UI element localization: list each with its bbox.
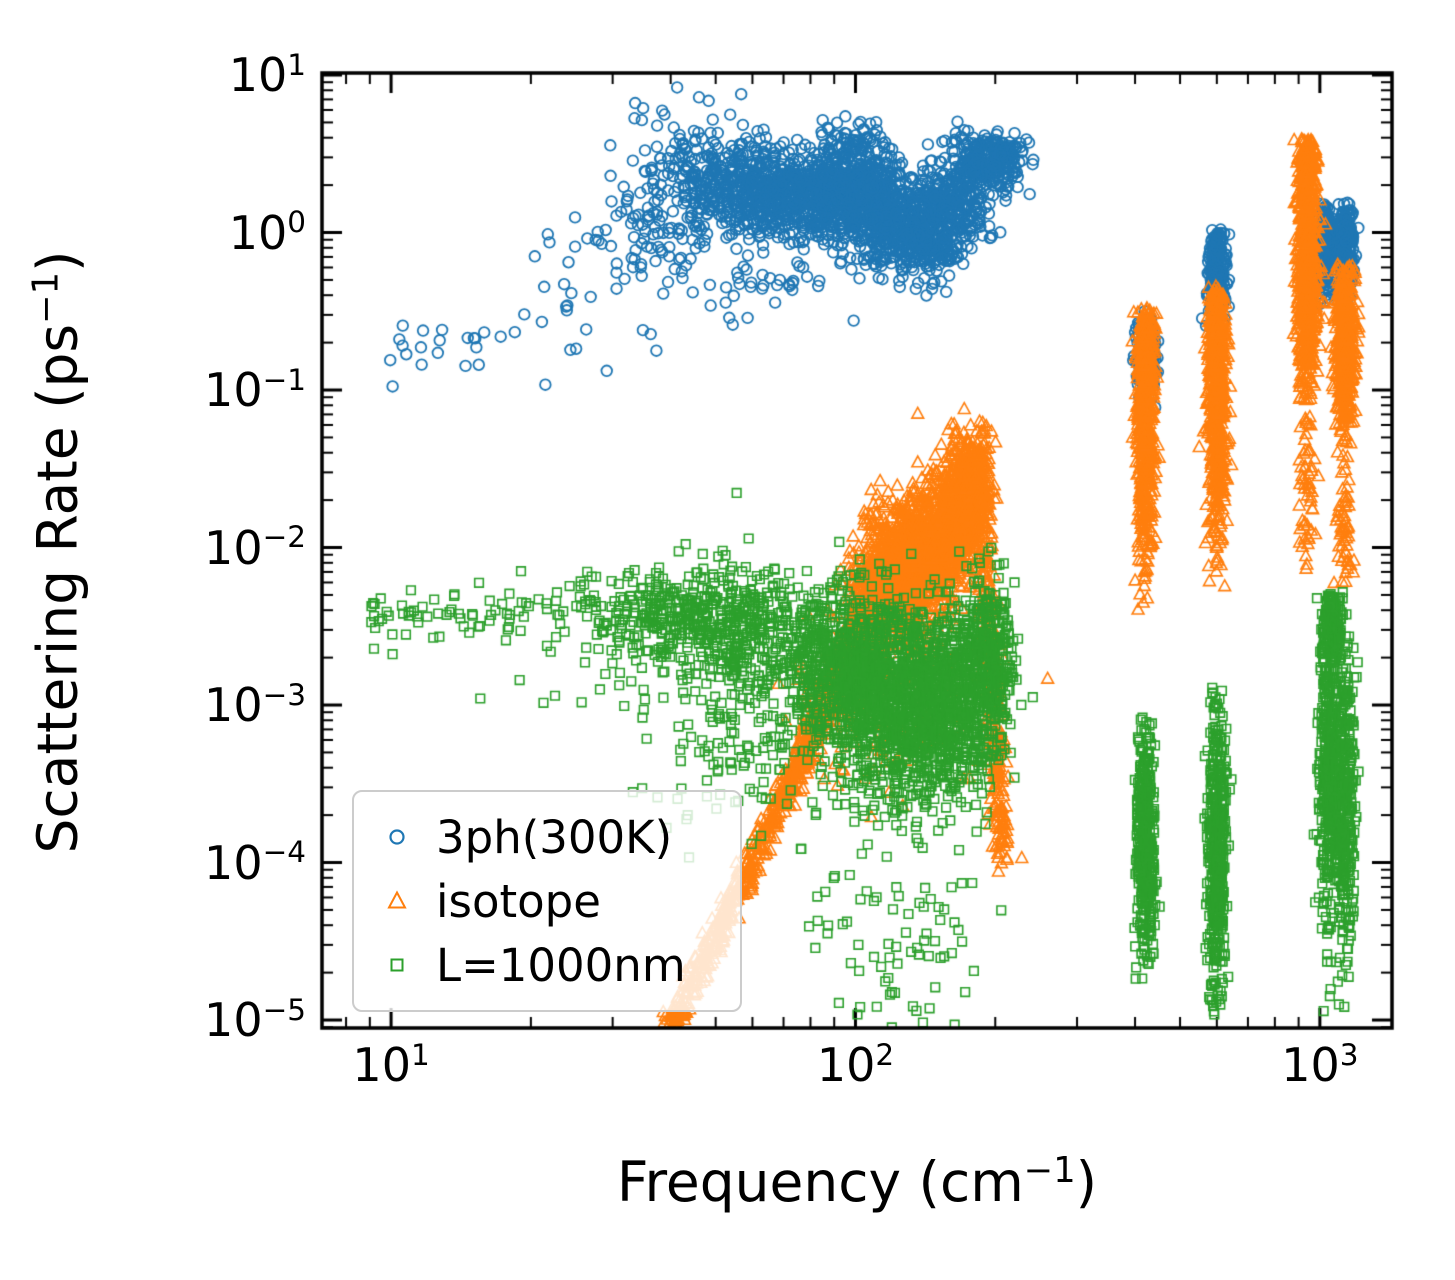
x-axis-label-suffix: ) xyxy=(1075,1150,1098,1214)
legend: 3ph(300K) isotope L=1000nm xyxy=(352,790,742,1012)
triangle-marker-icon xyxy=(374,878,420,924)
y-axis-label-text: Scattering Rate (ps xyxy=(25,323,90,854)
y-tick-label: 10−4 xyxy=(204,835,306,890)
y-axis-label-superscript: −1 xyxy=(25,272,67,324)
x-tick-label: 102 xyxy=(816,1037,895,1092)
legend-item-label: isotope xyxy=(436,874,601,928)
y-axis-label: Scattering Rate (ps−1) xyxy=(25,251,89,854)
y-tick-label: 10−3 xyxy=(204,677,306,733)
circle-marker-icon xyxy=(374,814,420,860)
legend-item-label: 3ph(300K) xyxy=(436,810,673,864)
x-tick-label: 103 xyxy=(1281,1037,1359,1092)
x-tick-label: 101 xyxy=(352,1037,430,1092)
y-tick-label: 10−2 xyxy=(204,520,306,575)
square-marker-icon xyxy=(374,942,420,988)
legend-item: L=1000nm xyxy=(374,942,730,988)
legend-item: 3ph(300K) xyxy=(374,814,730,860)
x-axis-label-text: Frequency (cm xyxy=(616,1150,1024,1214)
y-tick-label: 10−1 xyxy=(204,362,306,418)
legend-item: isotope xyxy=(374,878,730,924)
y-tick-label: 101 xyxy=(228,47,306,103)
y-tick-label: 100 xyxy=(228,205,306,260)
y-axis-label-suffix: ) xyxy=(25,250,90,272)
y-tick-label: 10−5 xyxy=(204,992,306,1048)
x-axis-label-superscript: −1 xyxy=(1023,1149,1076,1191)
x-axis-label: Frequency (cm−1) xyxy=(617,1153,1097,1210)
legend-item-label: L=1000nm xyxy=(436,938,686,992)
